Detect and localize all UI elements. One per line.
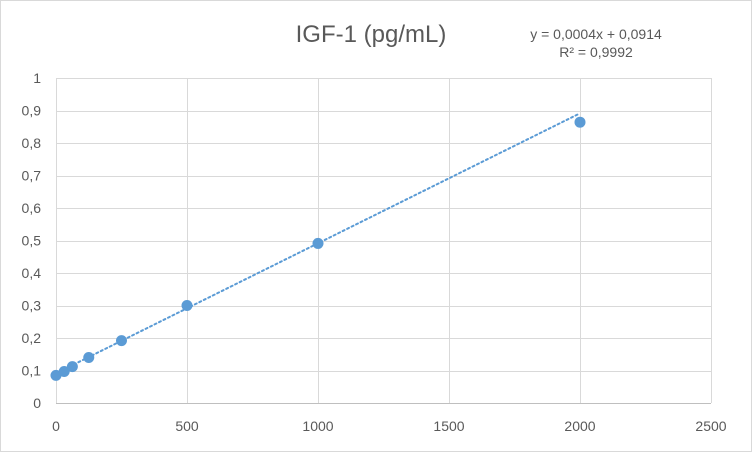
trendline-r-squared: R² = 0,9992	[559, 44, 633, 60]
y-tick-label: 0,6	[22, 200, 42, 216]
data-point	[312, 237, 324, 249]
y-tick-label: 0,3	[22, 298, 42, 314]
trendline-equation-box: y = 0,0004x + 0,0914 R² = 0,9992	[506, 25, 686, 61]
y-tick-label: 0,8	[22, 135, 42, 151]
y-tick-label: 0,2	[22, 330, 42, 346]
y-tick-label: 0,4	[22, 265, 42, 281]
x-tick-label: 2500	[695, 418, 726, 434]
chart-title: IGF-1 (pg/mL)	[295, 21, 447, 48]
y-tick-label: 1	[33, 70, 41, 86]
data-point	[58, 365, 70, 377]
data-point	[66, 361, 78, 373]
y-tick-label: 0,7	[22, 168, 42, 184]
x-tick-label: 2000	[564, 418, 595, 434]
data-point	[181, 300, 193, 311]
tick-labels: 0 0,1 0,2 0,3 0,4 0,5 0,6 0,7 0,8 0,9 1 0 500 1000 150…	[22, 70, 727, 434]
y-tick-label: 0,5	[22, 233, 42, 249]
x-tick-label: 1000	[302, 418, 333, 434]
data-points	[50, 116, 586, 381]
trendline-equation: y = 0,0004x + 0,0914	[530, 26, 662, 42]
data-point	[50, 369, 62, 381]
data-point	[83, 352, 95, 363]
data-point	[116, 335, 127, 347]
data-point	[574, 116, 586, 128]
axes	[56, 78, 711, 404]
x-tick-label: 0	[52, 418, 60, 434]
gridlines	[56, 78, 712, 403]
x-tick-label: 500	[175, 418, 199, 434]
y-tick-label: 0,9	[22, 103, 42, 119]
y-tick-label: 0,1	[22, 363, 42, 379]
y-tick-label: 0	[33, 395, 41, 411]
x-tick-label: 1500	[433, 418, 464, 434]
